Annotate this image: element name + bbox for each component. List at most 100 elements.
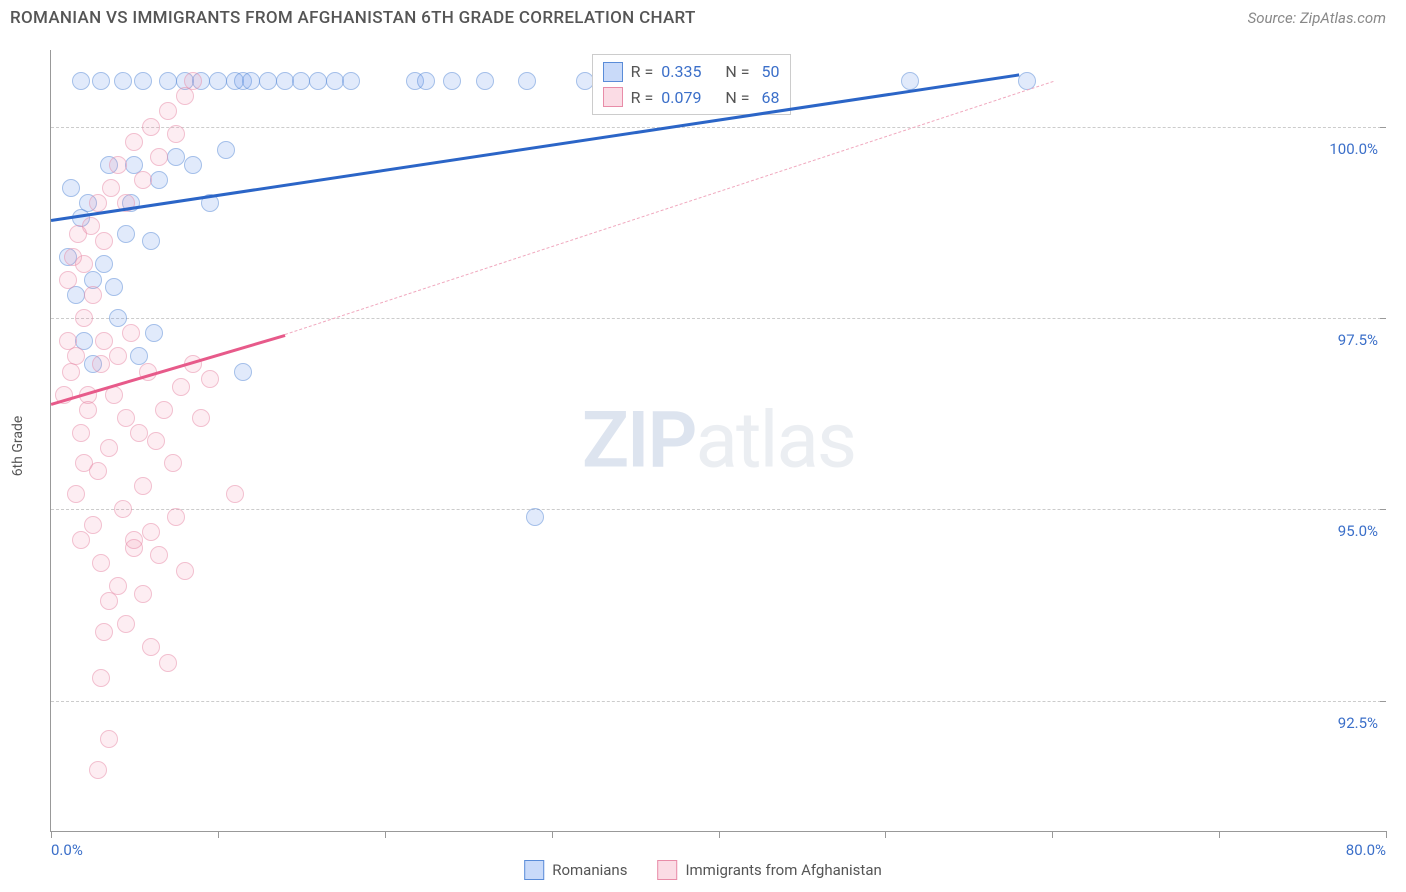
data-point (292, 72, 310, 90)
ytick-mark (1380, 701, 1386, 702)
legend-swatch (657, 860, 677, 880)
source-label: Source: ZipAtlas.com (1248, 9, 1386, 27)
data-point (117, 615, 135, 633)
data-point (326, 72, 344, 90)
data-point (84, 516, 102, 534)
data-point (242, 72, 260, 90)
n-value: 68 (758, 85, 780, 111)
data-point (117, 225, 135, 243)
legend-row: R = 0.079 N = 68 (603, 85, 780, 111)
data-point (142, 232, 160, 250)
data-point (72, 72, 90, 90)
ytick-label: 95.0% (1338, 522, 1378, 540)
data-point (62, 363, 80, 381)
data-point (134, 477, 152, 495)
data-point (130, 424, 148, 442)
data-point (125, 133, 143, 151)
data-point (167, 508, 185, 526)
data-point (167, 125, 185, 143)
r-value: 0.079 (661, 85, 701, 111)
data-point (145, 324, 163, 342)
data-point (95, 623, 113, 641)
data-point (67, 347, 85, 365)
data-point (167, 148, 185, 166)
data-point (89, 761, 107, 779)
data-point (901, 72, 919, 90)
data-point (72, 424, 90, 442)
r-label: R = (631, 59, 654, 85)
data-point (109, 577, 127, 595)
data-point (150, 171, 168, 189)
n-label: N = (725, 59, 749, 85)
legend-swatch (603, 87, 623, 107)
data-point (100, 439, 118, 457)
data-point (176, 562, 194, 580)
xtick-mark (218, 831, 219, 838)
data-point (75, 255, 93, 273)
data-point (92, 669, 110, 687)
data-point (92, 72, 110, 90)
data-point (100, 730, 118, 748)
data-point (92, 554, 110, 572)
data-point (125, 539, 143, 557)
data-point (150, 546, 168, 564)
xtick-mark (552, 831, 553, 838)
data-point (159, 654, 177, 672)
data-point (234, 363, 252, 381)
data-point (72, 531, 90, 549)
data-point (109, 347, 127, 365)
data-point (95, 255, 113, 273)
data-point (209, 72, 227, 90)
chart-plot-area: ZIPatlas 100.0%97.5%95.0%92.5%0.0%80.0%R… (50, 50, 1386, 832)
data-point (159, 102, 177, 120)
data-point (59, 271, 77, 289)
n-label: N = (725, 85, 749, 111)
ytick-label: 97.5% (1338, 331, 1378, 349)
data-point (184, 156, 202, 174)
data-point (92, 355, 110, 373)
data-point (134, 171, 152, 189)
data-point (117, 409, 135, 427)
data-point (150, 148, 168, 166)
data-point (217, 141, 235, 159)
gridline (51, 701, 1386, 702)
correlation-legend: R =0.335 N = 50R =0.079 N = 68 (592, 54, 791, 115)
data-point (134, 72, 152, 90)
data-point (164, 454, 182, 472)
r-label: R = (631, 85, 654, 111)
xtick-label: 80.0% (1346, 841, 1386, 859)
ytick-label: 92.5% (1338, 714, 1378, 732)
ytick-mark (1380, 509, 1386, 510)
xtick-mark (1386, 831, 1387, 838)
r-value: 0.335 (661, 59, 701, 85)
xtick-mark (1052, 831, 1053, 838)
data-point (176, 87, 194, 105)
data-point (102, 179, 120, 197)
header: ROMANIAN VS IMMIGRANTS FROM AFGHANISTAN … (0, 0, 1406, 36)
data-point (192, 409, 210, 427)
data-point (122, 324, 140, 342)
xtick-mark (385, 831, 386, 838)
data-point (142, 523, 160, 541)
xtick-mark (1219, 831, 1220, 838)
legend-item: Immigrants from Afghanistan (657, 860, 881, 880)
xtick-mark (885, 831, 886, 838)
trend-line (285, 81, 1054, 335)
data-point (114, 72, 132, 90)
gridline (51, 318, 1386, 319)
xtick-label: 0.0% (51, 841, 83, 859)
data-point (105, 278, 123, 296)
legend-row: R =0.335 N = 50 (603, 59, 780, 85)
data-point (147, 432, 165, 450)
data-point (184, 72, 202, 90)
data-point (134, 585, 152, 603)
data-point (276, 72, 294, 90)
data-point (476, 72, 494, 90)
data-point (79, 401, 97, 419)
legend-swatch (524, 860, 544, 880)
data-point (109, 156, 127, 174)
data-point (518, 72, 536, 90)
data-point (67, 485, 85, 503)
legend-label: Romanians (552, 861, 627, 879)
data-point (95, 332, 113, 350)
